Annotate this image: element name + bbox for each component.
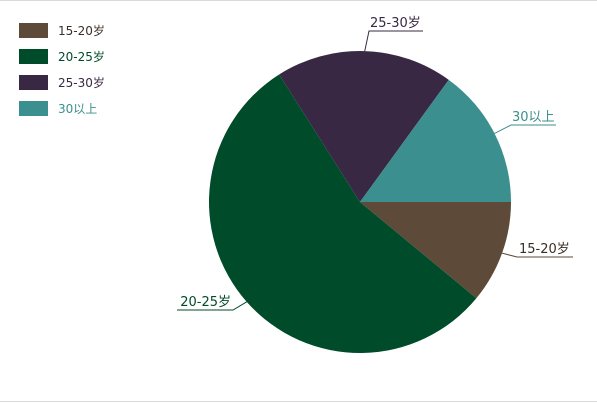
legend: 15-20岁 20-25岁 25-30岁 30以上 bbox=[19, 17, 105, 121]
label-line-25-30 bbox=[364, 30, 423, 52]
legend-item-15-20[interactable]: 15-20岁 bbox=[19, 17, 105, 43]
slice-label-25-30: 25-30岁 bbox=[370, 16, 421, 31]
legend-item-25-30[interactable]: 25-30岁 bbox=[19, 69, 105, 95]
slice-label-20-25: 20-25岁 bbox=[180, 295, 231, 310]
legend-label-25-30: 25-30岁 bbox=[58, 75, 105, 90]
label-line-15-20 bbox=[501, 252, 573, 258]
label-line-20-25 bbox=[177, 301, 247, 311]
legend-swatch-25-30 bbox=[19, 74, 48, 90]
pie-slice-25-30[interactable] bbox=[279, 50, 449, 202]
pie-slice-20-25[interactable] bbox=[208, 74, 477, 354]
label-line-30-plus bbox=[494, 124, 556, 134]
legend-swatch-20-25 bbox=[19, 48, 48, 64]
legend-swatch-30-plus bbox=[19, 100, 48, 116]
legend-swatch-15-20 bbox=[19, 22, 48, 38]
slice-label-30-plus: 30以上 bbox=[512, 110, 555, 125]
legend-label-30-plus: 30以上 bbox=[58, 101, 98, 116]
pie-slice-30-plus[interactable] bbox=[360, 79, 511, 202]
legend-label-20-25: 20-25岁 bbox=[58, 49, 105, 64]
slice-label-15-20: 15-20岁 bbox=[519, 242, 570, 257]
legend-item-20-25[interactable]: 20-25岁 bbox=[19, 43, 105, 69]
pie-slice-15-20[interactable] bbox=[360, 202, 511, 299]
legend-item-30-plus[interactable]: 30以上 bbox=[19, 95, 105, 121]
legend-label-15-20: 15-20岁 bbox=[58, 23, 105, 38]
